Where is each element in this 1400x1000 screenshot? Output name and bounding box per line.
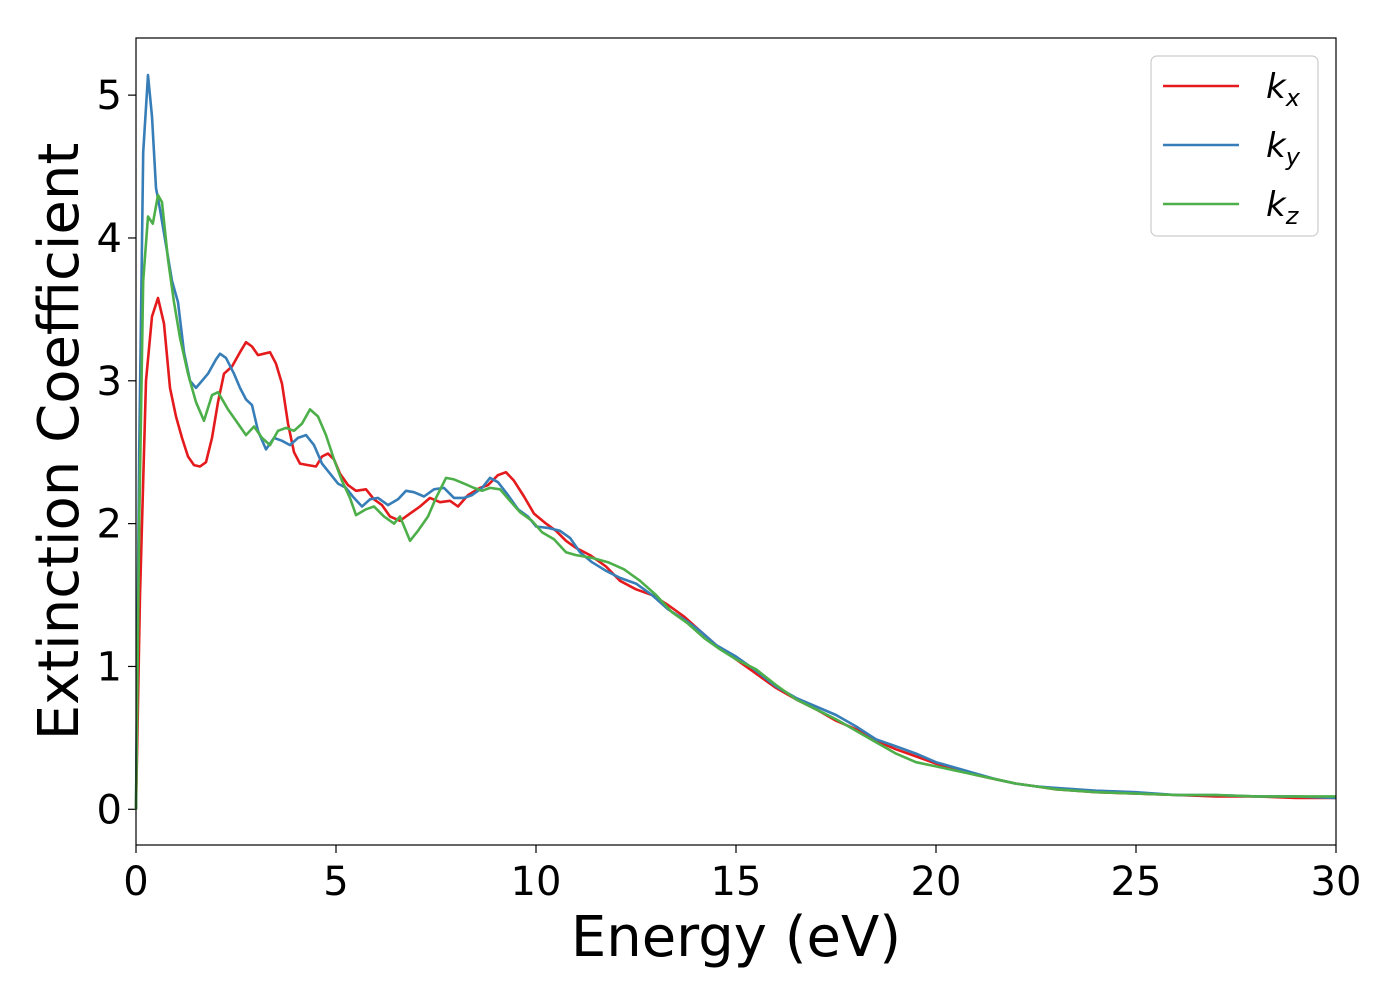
x-tick-label: 20 [911,859,962,905]
axis-ticks: 0 5 10 15 20 25 30 0 1 2 3 4 5 [97,73,1362,905]
x-tick-label: 30 [1311,859,1362,905]
y-tick-label: 4 [97,216,122,262]
series-line-kz [134,193,1336,810]
series-line-kx [134,296,1336,810]
y-tick-label: 3 [97,359,122,405]
x-axis-title: Energy (eV) [571,905,901,970]
legend-subscript: y [1285,143,1301,171]
y-tick-label: 5 [97,73,122,119]
y-tick-label: 1 [97,644,122,690]
plot-frame [135,37,1337,846]
x-tick-label: 15 [711,859,762,905]
x-tick-label: 0 [123,859,148,905]
legend-subscript: x [1285,84,1301,112]
series-lines [134,73,1337,810]
x-tick-label: 5 [323,859,348,905]
y-axis-title: Extinction Coefficient [27,143,92,741]
y-tick-label: 0 [97,787,122,833]
legend-label-kx: kx [1266,67,1301,112]
y-tick-label: 2 [97,502,122,548]
x-tick-label: 10 [511,859,562,905]
legend-subscript: z [1285,202,1300,230]
series-line-ky [134,73,1337,810]
x-tick-label: 25 [1111,859,1162,905]
